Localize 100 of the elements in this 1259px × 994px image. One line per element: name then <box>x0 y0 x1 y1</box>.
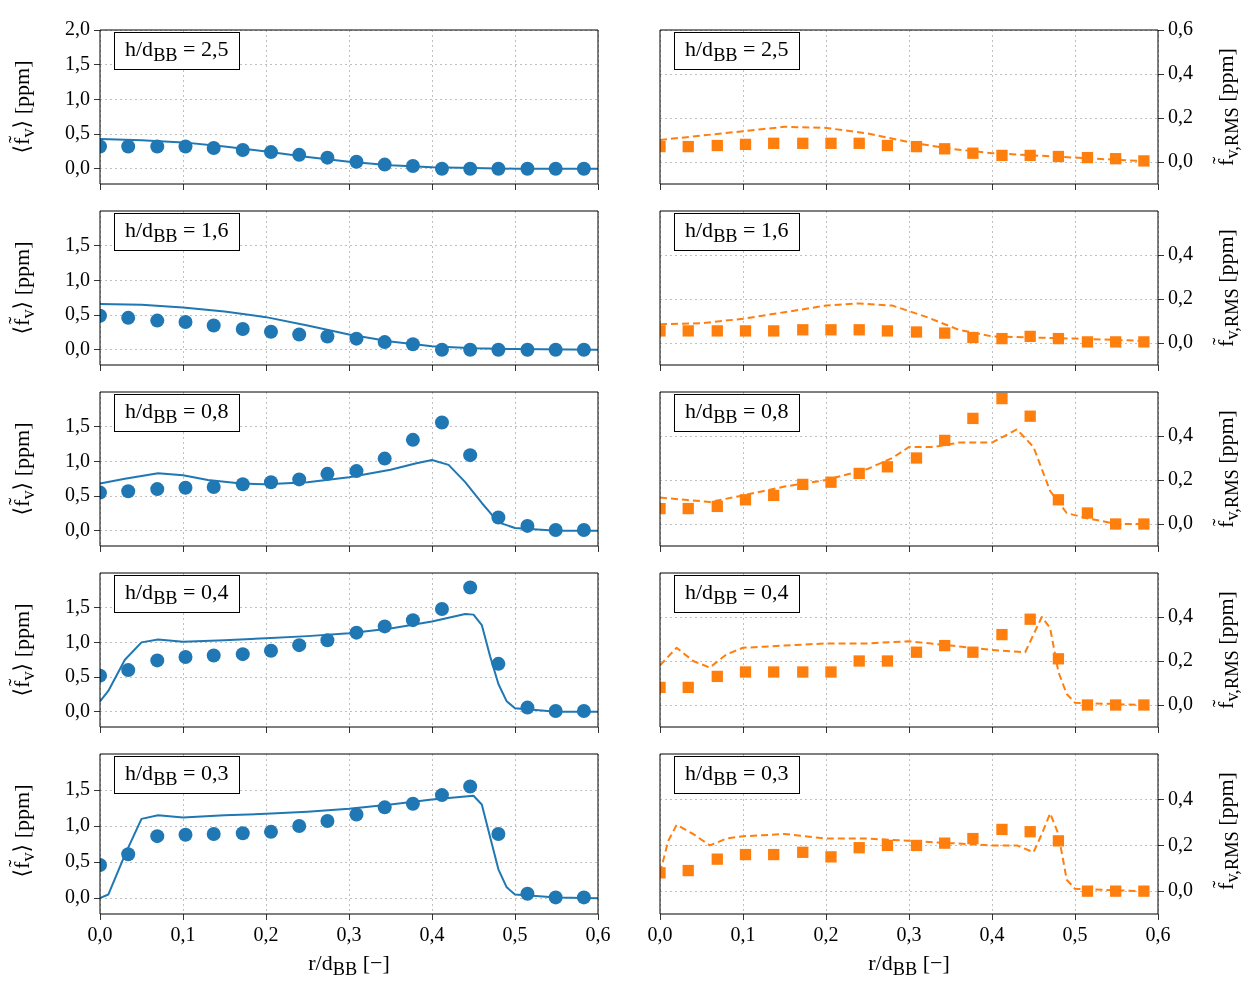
point <box>320 633 335 648</box>
annotation: h/d$_{BB}$ = 0,3 <box>674 756 800 795</box>
annotation: h/d$_{BB}$ = 2,5 <box>674 32 800 71</box>
point <box>377 800 392 815</box>
x-tick-label: 0,0 <box>647 923 673 946</box>
point <box>576 704 591 719</box>
point <box>881 325 894 337</box>
point <box>853 842 865 854</box>
y-tick-label: 1,0 <box>65 267 90 290</box>
y2-tick-label: 0,2 <box>1168 467 1193 490</box>
y-tick-label: 1,5 <box>65 594 90 617</box>
y-tick-label: 0,5 <box>65 302 90 325</box>
point <box>711 325 723 337</box>
point <box>150 829 165 844</box>
point <box>682 140 694 153</box>
y2-tick-label: 0,0 <box>1168 149 1193 172</box>
point <box>405 796 420 811</box>
y2-tick-label: 0,6 <box>1168 17 1193 40</box>
point <box>434 415 449 430</box>
point <box>825 137 837 149</box>
point <box>178 314 193 329</box>
point <box>292 327 307 342</box>
point <box>349 807 364 822</box>
point <box>150 313 165 328</box>
point <box>576 523 591 538</box>
point <box>1081 699 1094 711</box>
annotation: h/d$_{BB}$ = 0,4 <box>674 575 800 614</box>
point <box>682 325 694 337</box>
point <box>996 628 1008 641</box>
point <box>1110 518 1122 530</box>
point <box>377 619 392 634</box>
point <box>491 827 506 841</box>
point <box>939 837 951 849</box>
x-tick-label: 0,3 <box>896 923 922 946</box>
y-tick-label: 0,5 <box>65 664 90 687</box>
point <box>292 472 307 487</box>
point <box>711 670 723 683</box>
point <box>463 161 478 176</box>
y2-tick-label: 0,2 <box>1168 105 1193 128</box>
y2-tick-label: 0,4 <box>1168 604 1193 627</box>
point <box>881 655 894 667</box>
y-tick-label: 2,0 <box>65 17 90 40</box>
point <box>491 161 506 176</box>
y-tick-label: 1,0 <box>65 629 90 652</box>
point <box>1052 835 1065 847</box>
point <box>682 864 694 877</box>
point <box>825 324 837 336</box>
y2-tick-label: 0,4 <box>1168 242 1193 265</box>
point <box>739 848 752 861</box>
point <box>405 613 420 628</box>
point <box>825 476 837 488</box>
point <box>711 853 723 865</box>
y2-tick-label: 0,2 <box>1168 286 1193 309</box>
annotation: h/d$_{BB}$ = 0,8 <box>114 394 240 433</box>
point <box>1138 518 1150 530</box>
x-tick-label: 0,4 <box>979 923 1005 946</box>
point <box>178 139 193 154</box>
x-tick-label: 0,4 <box>419 923 445 946</box>
annotation: h/d$_{BB}$ = 1,6 <box>114 213 240 252</box>
point <box>377 451 392 466</box>
point <box>349 331 364 346</box>
point <box>939 327 951 339</box>
y-tick-label: 1,5 <box>65 777 90 800</box>
point <box>463 342 478 357</box>
point <box>206 318 221 333</box>
point <box>739 494 752 506</box>
y2-tick-label: 0,0 <box>1168 692 1193 715</box>
point <box>1024 826 1036 838</box>
point <box>150 482 165 497</box>
point <box>996 823 1008 836</box>
point <box>121 310 136 325</box>
point <box>910 646 923 658</box>
point <box>121 847 136 862</box>
point <box>910 140 923 153</box>
point <box>1110 699 1122 711</box>
point <box>682 502 694 515</box>
point <box>405 432 420 447</box>
point <box>292 819 307 834</box>
point <box>1110 153 1122 165</box>
point <box>797 324 809 336</box>
point <box>178 480 193 495</box>
point <box>206 480 221 495</box>
point <box>711 500 723 513</box>
x-tick-label: 0,2 <box>253 923 279 946</box>
y2-tick-label: 0,4 <box>1168 786 1193 809</box>
point <box>349 154 364 169</box>
point <box>178 649 193 664</box>
point <box>235 477 250 492</box>
y-tick-label: 1,5 <box>65 232 90 255</box>
point <box>711 139 723 152</box>
x-tick-label: 0,6 <box>1145 923 1171 946</box>
point <box>881 839 894 852</box>
point <box>996 149 1008 162</box>
point <box>434 788 449 803</box>
point <box>768 137 780 149</box>
point <box>576 161 591 176</box>
x-tick-label: 0,6 <box>585 923 611 946</box>
point <box>520 342 535 357</box>
point <box>520 161 535 176</box>
point <box>434 602 449 617</box>
